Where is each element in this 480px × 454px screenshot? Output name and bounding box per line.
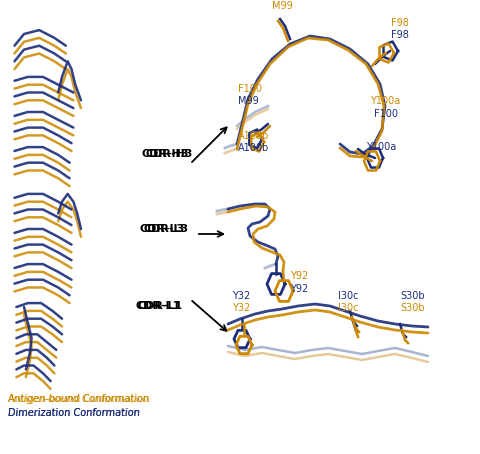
Text: A100b: A100b	[238, 143, 269, 153]
Text: F98: F98	[391, 30, 409, 40]
Text: I30c: I30c	[338, 303, 359, 313]
Text: Antigen-bound Conformation: Antigen-bound Conformation	[8, 394, 149, 404]
Text: F100: F100	[238, 84, 262, 94]
Text: CDR-H3: CDR-H3	[142, 149, 190, 159]
Text: Y32: Y32	[232, 291, 250, 301]
Text: A100b: A100b	[238, 131, 269, 141]
Text: Y32: Y32	[232, 303, 250, 313]
Text: F98: F98	[391, 18, 409, 28]
Text: Y92: Y92	[290, 284, 308, 294]
Text: S30b: S30b	[400, 303, 425, 313]
Text: Y92: Y92	[290, 271, 308, 281]
Text: Dimerization Conformation: Dimerization Conformation	[8, 408, 140, 418]
Text: CDR-H3: CDR-H3	[145, 149, 192, 159]
Text: Y100a: Y100a	[370, 96, 400, 106]
Text: F100: F100	[374, 109, 398, 119]
Text: M99: M99	[238, 96, 259, 106]
Text: Dimerization Conformation: Dimerization Conformation	[8, 408, 140, 418]
Text: S30b: S30b	[400, 291, 425, 301]
Text: CDR-L1: CDR-L1	[136, 301, 181, 311]
Text: CDR-L3: CDR-L3	[143, 224, 188, 234]
Text: CDR-L1: CDR-L1	[137, 301, 182, 311]
Text: M99: M99	[272, 1, 293, 11]
Text: CDR-L3: CDR-L3	[140, 224, 185, 234]
Text: Y100a: Y100a	[366, 142, 396, 152]
Text: I30c: I30c	[338, 291, 359, 301]
Text: Antigen-bound Conformation: Antigen-bound Conformation	[8, 394, 150, 404]
